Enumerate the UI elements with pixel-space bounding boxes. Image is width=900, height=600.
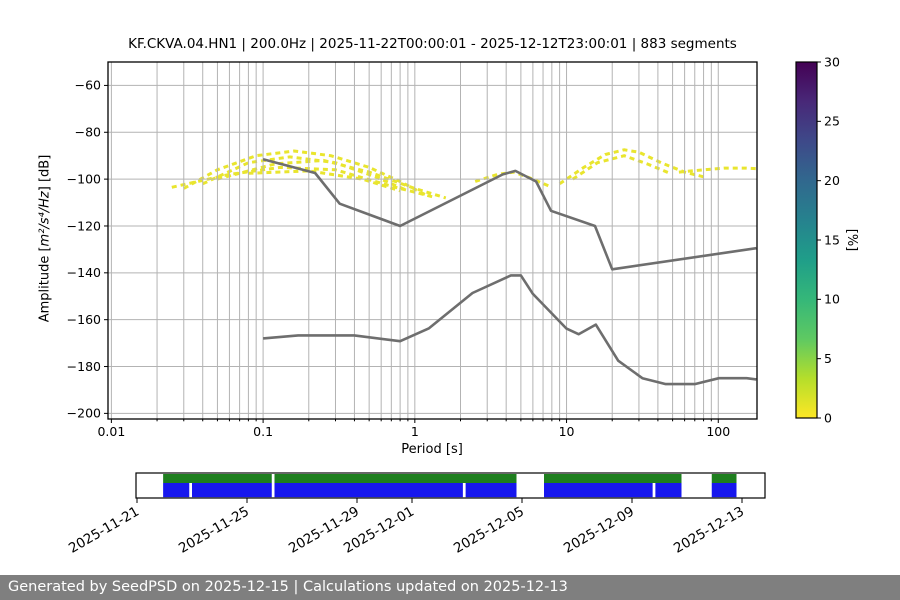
colorbar-label: [%] bbox=[844, 229, 859, 252]
axes-border bbox=[107, 61, 758, 420]
colorbar-tick-label: 0 bbox=[824, 410, 832, 425]
noise-models bbox=[262, 157, 757, 386]
coverage-segment-blue bbox=[544, 483, 653, 498]
footer-text: Generated by SeedPSD on 2025-12-15 | Cal… bbox=[8, 579, 568, 595]
ppsd-figure: 0.01 0.1 1 10 100−60−80−100−120−140−160−180−… bbox=[66, 54, 859, 557]
coverage-segment-blue bbox=[711, 483, 737, 498]
coverage-segment-green bbox=[711, 474, 737, 483]
low-probability-arc bbox=[183, 149, 428, 197]
colorbar-gradient bbox=[796, 62, 817, 418]
low-probability-arc bbox=[678, 166, 757, 174]
colorbar-tick-label: 5 bbox=[824, 351, 832, 366]
coverage-segment-blue bbox=[274, 483, 463, 498]
timeline-date-label: 2025-12-05 bbox=[451, 504, 527, 557]
x-tick-label: 100 bbox=[706, 424, 730, 439]
coverage-segment-blue bbox=[192, 483, 272, 498]
high-noise-model-line bbox=[262, 157, 757, 271]
colorbar: 0 5 10 15 20 25 30 [%] bbox=[795, 54, 859, 425]
y-tick-label: −200 bbox=[67, 406, 101, 421]
low-noise-model-line bbox=[262, 274, 757, 386]
y-tick-label: −100 bbox=[67, 171, 101, 186]
low-probability-arc bbox=[248, 169, 401, 193]
availability-timeline: 2025-11-21 2025-11-25 2025-11-292025-12-01… bbox=[66, 472, 766, 557]
timeline-date-label: 2025-11-25 bbox=[176, 504, 252, 557]
colorbar-tick-label: 25 bbox=[824, 114, 840, 129]
coverage-segment-blue bbox=[655, 483, 682, 498]
axis-ticks bbox=[104, 84, 719, 423]
x-tick-label: 1 bbox=[411, 424, 419, 439]
colorbar-tick-label: 10 bbox=[824, 292, 840, 307]
colorbar-tick-label: 20 bbox=[824, 173, 840, 188]
y-tick-label: −60 bbox=[75, 78, 101, 93]
x-tick-label: 0.1 bbox=[253, 424, 273, 439]
low-probability-arc bbox=[571, 154, 671, 181]
y-tick-label: −160 bbox=[67, 312, 101, 327]
low-probability-arc bbox=[171, 165, 433, 199]
timeline-date-label: 2025-12-13 bbox=[671, 504, 747, 557]
colorbar-tick-label: 15 bbox=[824, 232, 840, 247]
x-tick-label: 0.01 bbox=[97, 424, 125, 439]
coverage-segment-green bbox=[163, 474, 272, 483]
timeline-date-label: 2025-11-21 bbox=[66, 504, 142, 557]
plot-title: KF.CKVA.04.HN1 | 200.0Hz | 2025-11-22T00… bbox=[128, 36, 737, 52]
low-probability-arcs bbox=[171, 148, 757, 200]
timeline-date-label: 2025-12-09 bbox=[561, 504, 637, 557]
low-probability-arc bbox=[217, 158, 447, 200]
axis-tick-labels: 0.01 0.1 1 10 100 −60 −80 −100 −120 −140 −160 −180 −… bbox=[67, 78, 731, 439]
colorbar-tick-label: 30 bbox=[824, 54, 840, 69]
coverage-segment-blue bbox=[163, 483, 190, 498]
coverage-segment-green bbox=[274, 474, 517, 483]
grid-lines bbox=[108, 62, 757, 419]
low-probability-arc bbox=[558, 148, 704, 186]
coverage-segment-green bbox=[544, 474, 682, 483]
timeline-border bbox=[135, 472, 766, 499]
x-tick-label: 10 bbox=[559, 424, 575, 439]
y-tick-label: −140 bbox=[67, 265, 101, 280]
y-tick-label: −80 bbox=[75, 125, 101, 140]
x-axis-label: Period [s] bbox=[401, 442, 463, 457]
y-tick-label: −180 bbox=[67, 359, 101, 374]
y-tick-label: −120 bbox=[67, 218, 101, 233]
coverage-segment-blue bbox=[465, 483, 517, 498]
footer-bar: Generated by SeedPSD on 2025-12-15 | Cal… bbox=[0, 575, 900, 600]
low-probability-arc bbox=[474, 170, 553, 189]
